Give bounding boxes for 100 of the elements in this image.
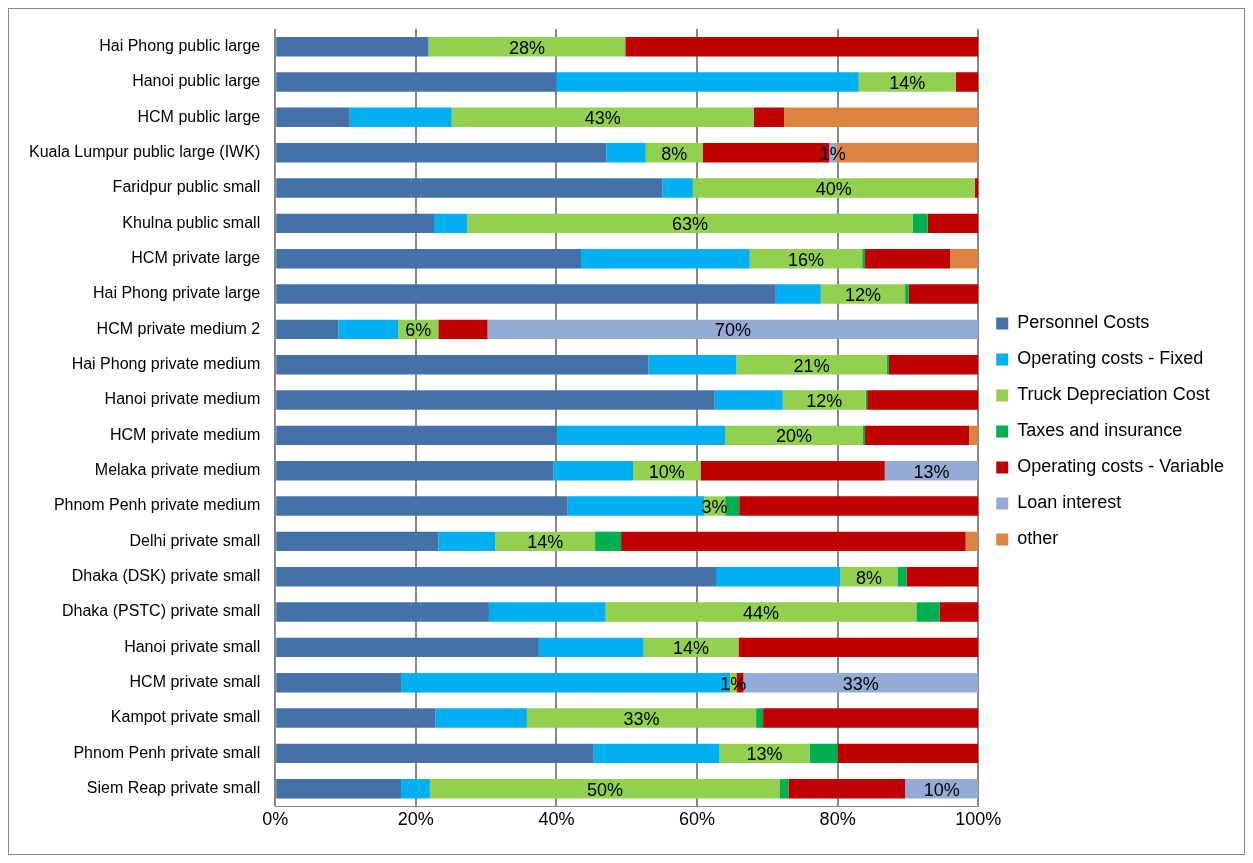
bar — [487, 319, 979, 340]
y-tick-label: Hai Phong private medium — [71, 355, 261, 373]
bar — [662, 178, 693, 198]
bar — [276, 36, 429, 57]
data-label: 12% — [806, 391, 843, 411]
bar — [593, 743, 720, 764]
legend-label: Taxes and insurance — [1017, 420, 1183, 441]
data-label: 43% — [584, 108, 621, 129]
bar — [753, 107, 785, 128]
bar — [625, 36, 979, 57]
bar — [763, 708, 979, 728]
bar — [939, 602, 979, 622]
bar — [276, 72, 557, 92]
bar — [276, 602, 489, 622]
bar — [276, 567, 717, 587]
data-label: 20% — [776, 426, 813, 447]
data-label: 10% — [923, 779, 960, 800]
bar — [553, 460, 634, 481]
x-tick-label: 100% — [955, 809, 1002, 830]
bar — [779, 779, 789, 799]
y-tick-label: Hai Phong public large — [99, 37, 261, 55]
bar — [858, 72, 956, 92]
bar — [488, 602, 606, 622]
bar — [349, 107, 452, 128]
y-tick-label: Faridpur public small — [112, 178, 261, 196]
data-label: 21% — [793, 355, 830, 376]
data-label: 13% — [746, 744, 783, 765]
bar — [438, 531, 496, 552]
y-tick-label: HCM private small — [129, 673, 261, 691]
bar — [908, 284, 979, 304]
y-tick-label: HCM private medium 2 — [96, 319, 261, 337]
bar — [784, 107, 979, 128]
bar — [276, 637, 539, 658]
x-tick-label: 60% — [679, 809, 716, 830]
y-tick-label: Melaka private medium — [94, 461, 261, 479]
x-tick-label: 20% — [397, 809, 434, 830]
bar — [865, 248, 951, 269]
data-label: 1% — [720, 673, 747, 694]
data-label: 33% — [842, 673, 879, 694]
bar — [595, 531, 622, 552]
bar — [526, 708, 757, 728]
data-label: 44% — [742, 603, 780, 624]
bar — [557, 425, 726, 446]
legend-label: Truck Depreciation Cost — [1017, 384, 1210, 405]
data-label: 28% — [508, 37, 545, 58]
bar — [905, 284, 909, 304]
bar — [276, 248, 582, 269]
bar — [837, 743, 979, 764]
bar — [467, 213, 913, 234]
y-tick-label: Dhaka (DSK) private small — [71, 567, 261, 585]
x-tick-label: 80% — [819, 809, 856, 830]
y-tick-label: Siem Reap private small — [86, 779, 261, 797]
bar — [276, 390, 715, 410]
bar — [621, 531, 966, 552]
data-label: 63% — [671, 214, 709, 235]
data-label: 8% — [855, 567, 882, 588]
data-label: 40% — [815, 178, 852, 199]
bar — [276, 460, 554, 481]
bar — [435, 708, 527, 728]
data-label: 8% — [661, 143, 688, 164]
legend-label: other — [1017, 528, 1059, 549]
legend-label: Operating costs - Fixed — [1017, 348, 1204, 369]
y-tick-label: HCM public large — [137, 107, 261, 125]
bar — [338, 319, 399, 340]
bar — [700, 460, 885, 481]
bar — [429, 779, 780, 799]
bar — [428, 36, 626, 57]
y-tick-label: Hanoi public large — [132, 72, 261, 90]
bar — [276, 708, 436, 728]
x-tick-label: 0% — [262, 809, 289, 830]
bar — [950, 248, 979, 269]
bar — [606, 142, 646, 163]
bar — [888, 354, 979, 375]
y-tick-label: Kampot private small — [110, 708, 261, 726]
bar — [969, 425, 979, 446]
y-tick-label: HCM private large — [131, 249, 261, 267]
bar — [401, 779, 430, 799]
y-tick-label: Hai Phong private large — [92, 284, 261, 302]
bar — [862, 425, 866, 446]
y-tick-label: Phnom Penh private small — [73, 743, 261, 761]
bar — [927, 213, 979, 234]
bar — [276, 673, 402, 693]
data-label: 33% — [623, 709, 660, 730]
bar — [775, 284, 821, 304]
bar — [809, 743, 838, 764]
bar — [451, 107, 754, 128]
bar — [788, 779, 906, 799]
bar — [276, 319, 339, 340]
bar — [897, 567, 907, 587]
data-label: 50% — [586, 779, 623, 800]
bar — [276, 213, 435, 234]
bar — [736, 354, 887, 375]
data-label: 12% — [844, 284, 881, 305]
data-label: 14% — [673, 638, 710, 659]
bar — [738, 637, 979, 658]
bar — [886, 354, 889, 375]
bar — [912, 213, 928, 234]
y-tick-label: Phnom Penh private medium — [53, 496, 261, 514]
bar — [692, 178, 975, 198]
y-tick-label: Khulna public small — [122, 213, 261, 231]
